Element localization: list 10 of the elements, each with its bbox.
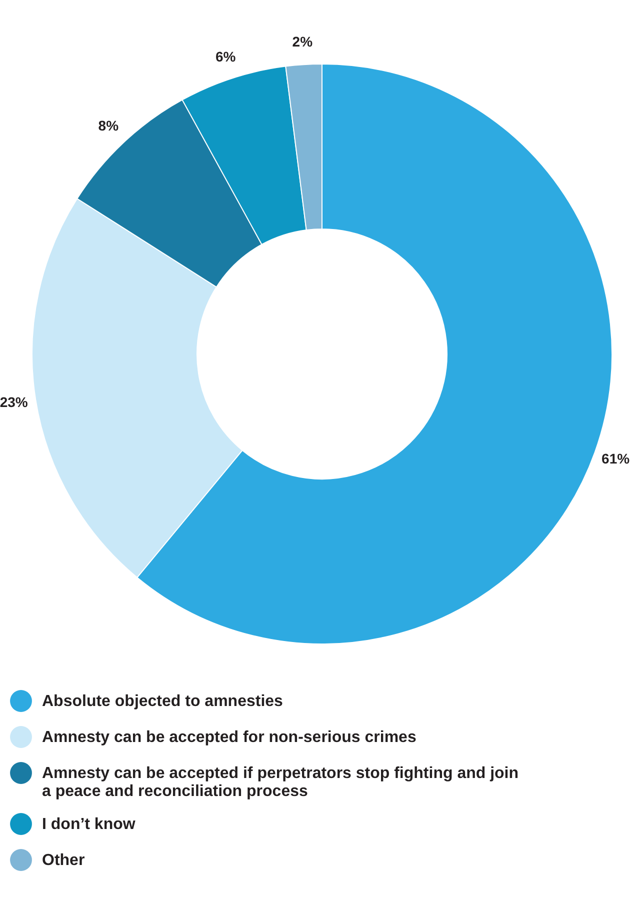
legend-label: I don’t know [42, 816, 136, 833]
data-label: 6% [215, 48, 236, 64]
legend-label: Amnesty can be accepted for non-serious crimes [42, 729, 416, 746]
data-label: 61% [602, 450, 630, 467]
legend-label: Other [42, 852, 85, 869]
legend-label: Amnesty can be accepted if perpetrators stop fighting and join a peace and reconciliation process [42, 765, 519, 800]
legend-label: Absolute objected to amnesties [42, 693, 284, 710]
data-label: 8% [98, 118, 120, 134]
data-label: 23% [0, 394, 28, 410]
data-label: 2% [292, 34, 314, 50]
